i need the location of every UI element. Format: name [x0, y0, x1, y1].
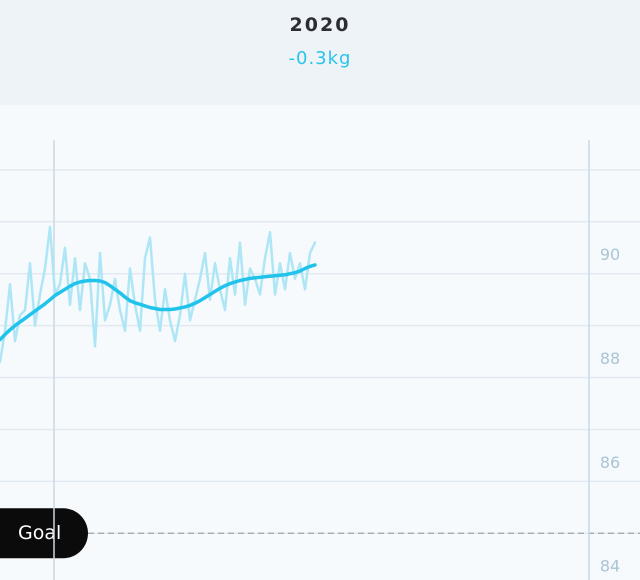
y-tick-label: 84: [600, 557, 620, 576]
y-tick-label: 88: [600, 349, 620, 368]
goal-badge: [0, 508, 88, 559]
weight-change: -0.3kg: [288, 48, 352, 69]
goal-label: Goal: [18, 522, 61, 544]
year-title: 2020: [289, 14, 351, 36]
y-tick-label: 86: [600, 453, 620, 472]
y-tick-label: 90: [600, 245, 620, 264]
header: 2020 -0.3kg: [0, 0, 640, 105]
series-line: [0, 263, 317, 342]
chart-bg: [0, 105, 640, 580]
